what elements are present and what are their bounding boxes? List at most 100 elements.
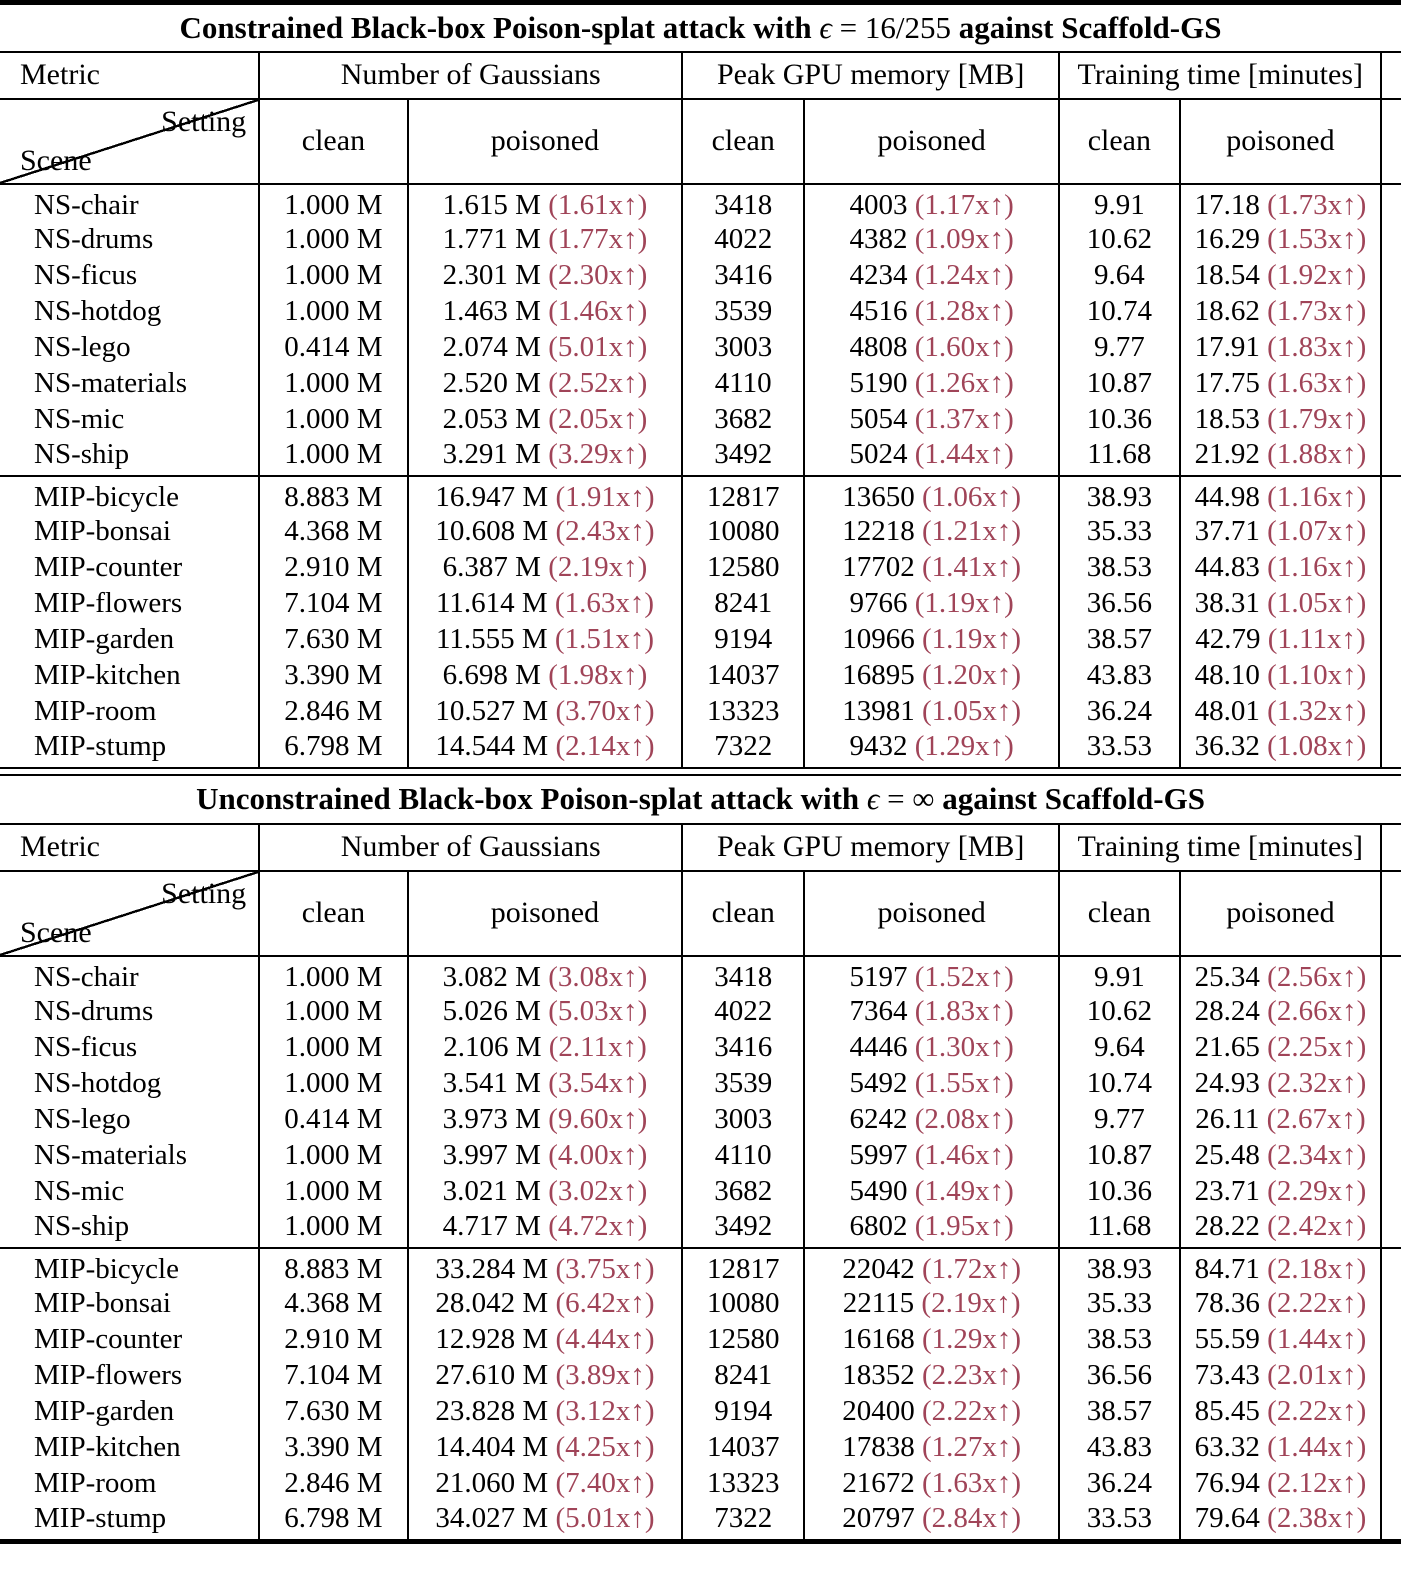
time-clean-cell: 38.57 xyxy=(1059,621,1181,658)
gpu-clean-cell: 9194 xyxy=(682,1393,806,1430)
gaussians-poisoned-cell: 33.284 M (3.75x↑) xyxy=(407,1247,684,1286)
gaussians-clean-value: 1.000 M xyxy=(284,1031,383,1063)
time-clean-value: 38.57 xyxy=(1086,1395,1152,1427)
gaussians-clean-value: 1.000 M xyxy=(284,295,383,327)
time-clean-value: 10.87 xyxy=(1086,367,1152,399)
time-ratio-badge: (1.79x↑) xyxy=(1267,403,1367,435)
table-row: NS-drums 1.000 M 1.771 M (1.77x↑) 4022 4… xyxy=(0,221,1401,258)
table-edge-filler xyxy=(1381,994,1401,1030)
gaussians-clean-value: 1.000 M xyxy=(284,259,383,291)
title-text: Constrained Black-box Poison-splat attac… xyxy=(179,9,820,45)
gaussians-ratio-badge: (3.75x↑) xyxy=(555,1252,655,1285)
table-title: Unconstrained Black-box Poison-splat att… xyxy=(0,774,1401,825)
gpu-poisoned-cell: 4808 (1.60x↑) xyxy=(804,329,1061,366)
gaussians-clean-value: 3.390 M xyxy=(284,659,383,691)
gpu-poisoned-cell: 6802 (1.95x↑) xyxy=(804,1209,1061,1249)
scene-label: NS-drums xyxy=(0,993,261,1030)
gpu-clean-cell: 12817 xyxy=(682,1247,806,1286)
gaussians-poisoned-value: 3.021 M xyxy=(442,1175,541,1207)
gaussians-clean-cell: 1.000 M xyxy=(259,1137,409,1174)
gaussians-clean-cell: 1.000 M xyxy=(259,183,409,222)
time-clean-value: 33.53 xyxy=(1086,1501,1152,1534)
table-edge-filler xyxy=(1381,730,1401,768)
gpu-ratio-badge: (1.95x↑) xyxy=(914,1209,1014,1242)
constrained-results-table: Constrained Black-box Poison-splat attac… xyxy=(0,0,1401,769)
scene-name: NS-ficus xyxy=(34,1031,138,1063)
scene-label: NS-chair xyxy=(0,183,261,222)
table-edge-filler xyxy=(1381,1030,1401,1066)
time-ratio-badge: (1.10x↑) xyxy=(1267,659,1367,691)
time-clean-cell: 38.53 xyxy=(1059,549,1181,586)
gpu-clean-cell: 8241 xyxy=(682,585,806,622)
gaussians-clean-cell: 1.000 M xyxy=(259,1029,409,1066)
gaussians-poisoned-header: poisoned xyxy=(407,98,684,185)
time-poisoned-value: 18.62 xyxy=(1194,295,1260,327)
scene-label: MIP-bicycle xyxy=(0,475,261,514)
gaussians-poisoned-cell: 3.082 M (3.08x↑) xyxy=(407,955,684,994)
time-poisoned-cell: 73.43 (2.01x↑) xyxy=(1179,1357,1383,1394)
time-ratio-badge: (1.32x↑) xyxy=(1267,695,1367,727)
time-ratio-badge: (2.67x↑) xyxy=(1266,1103,1366,1135)
gpu-clean-value: 14037 xyxy=(706,1431,780,1463)
gaussians-clean-cell: 1.000 M xyxy=(259,437,409,477)
gaussians-clean-cell: 7.630 M xyxy=(259,621,409,658)
gpu-clean-cell: 3492 xyxy=(682,1209,806,1249)
time-clean-value: 38.57 xyxy=(1086,623,1152,655)
gpu-poisoned-value: 17838 xyxy=(842,1431,915,1463)
table-row: NS-ficus 1.000 M 2.301 M (2.30x↑) 3416 4… xyxy=(0,257,1401,294)
scene-label: MIP-stump xyxy=(0,729,261,768)
gpu-clean-value: 3492 xyxy=(714,1209,773,1242)
scene-name: NS-materials xyxy=(34,1139,188,1171)
gaussians-poisoned-value: 6.698 M xyxy=(442,659,541,691)
header-edge-filler xyxy=(1381,98,1401,185)
table-edge-filler xyxy=(1381,1248,1401,1286)
gaussians-clean-value: 1.000 M xyxy=(284,367,383,399)
title-text-suffix: against Scaffold-GS xyxy=(942,781,1205,816)
gpu-clean-value: 13323 xyxy=(706,695,780,727)
gpu-poisoned-value: 6242 xyxy=(849,1103,908,1135)
gaussians-clean-cell: 7.104 M xyxy=(259,1357,409,1394)
table-edge-filler xyxy=(1381,366,1401,402)
gpu-ratio-badge: (1.46x↑) xyxy=(914,1139,1014,1171)
scene-name: MIP-bicycle xyxy=(34,1252,179,1285)
table-row: MIP-stump 6.798 M 34.027 M (5.01x↑) 7322… xyxy=(0,1501,1401,1541)
gaussians-clean-cell: 7.630 M xyxy=(259,1393,409,1430)
gaussians-ratio-badge: (1.61x↑) xyxy=(548,188,648,221)
table-row: NS-lego 0.414 M 3.973 M (9.60x↑) 3003 62… xyxy=(0,1101,1401,1138)
header-edge-filler xyxy=(1381,823,1401,872)
gpu-poisoned-value: 21672 xyxy=(842,1467,915,1499)
gaussians-clean-value: 8.883 M xyxy=(284,1252,383,1285)
gaussians-ratio-badge: (3.54x↑) xyxy=(548,1067,648,1099)
gpu-ratio-badge: (1.30x↑) xyxy=(914,1031,1014,1063)
time-poisoned-value: 55.59 xyxy=(1194,1323,1260,1355)
gpu-poisoned-value: 5197 xyxy=(849,960,908,993)
gaussians-poisoned-cell: 4.717 M (4.72x↑) xyxy=(407,1209,684,1249)
gaussians-ratio-badge: (1.46x↑) xyxy=(548,295,648,327)
scene-name: NS-drums xyxy=(34,995,154,1027)
time-clean-value: 10.36 xyxy=(1086,403,1152,435)
time-ratio-badge: (1.73x↑) xyxy=(1267,188,1367,221)
gpu-ratio-badge: (2.23x↑) xyxy=(921,1359,1022,1391)
table-row: MIP-kitchen 3.390 M 14.404 M (4.25x↑) 14… xyxy=(0,1429,1401,1466)
scene-label: MIP-counter xyxy=(0,1321,261,1358)
gpu-ratio-badge: (1.83x↑) xyxy=(914,995,1014,1027)
gaussians-poisoned-cell: 11.614 M (1.63x↑) xyxy=(407,585,684,622)
gaussians-poisoned-value: 11.555 M xyxy=(435,623,548,655)
gaussians-poisoned-cell: 3.997 M (4.00x↑) xyxy=(407,1137,684,1174)
scene-label: MIP-counter xyxy=(0,549,261,586)
time-clean-cell: 10.36 xyxy=(1059,1173,1181,1210)
gpu-clean-cell: 3003 xyxy=(682,1101,806,1138)
gaussians-poisoned-cell: 6.698 M (1.98x↑) xyxy=(407,657,684,694)
gpu-ratio-badge: (1.19x↑) xyxy=(921,623,1022,655)
time-clean-cell: 9.77 xyxy=(1059,329,1181,366)
scene-name: NS-chair xyxy=(34,188,139,221)
time-poisoned-cell: 55.59 (1.44x↑) xyxy=(1179,1321,1383,1358)
time-clean-value: 9.91 xyxy=(1093,188,1145,221)
gpu-clean-value: 3682 xyxy=(714,1175,773,1207)
gaussians-ratio-badge: (2.19x↑) xyxy=(548,551,648,583)
gpu-clean-cell: 3416 xyxy=(682,1029,806,1066)
time-ratio-badge: (2.66x↑) xyxy=(1267,995,1367,1027)
table-row: MIP-garden 7.630 M 11.555 M (1.51x↑) 919… xyxy=(0,621,1401,658)
table-row: NS-mic 1.000 M 3.021 M (3.02x↑) 3682 549… xyxy=(0,1173,1401,1210)
gaussians-clean-value: 1.000 M xyxy=(284,1175,383,1207)
